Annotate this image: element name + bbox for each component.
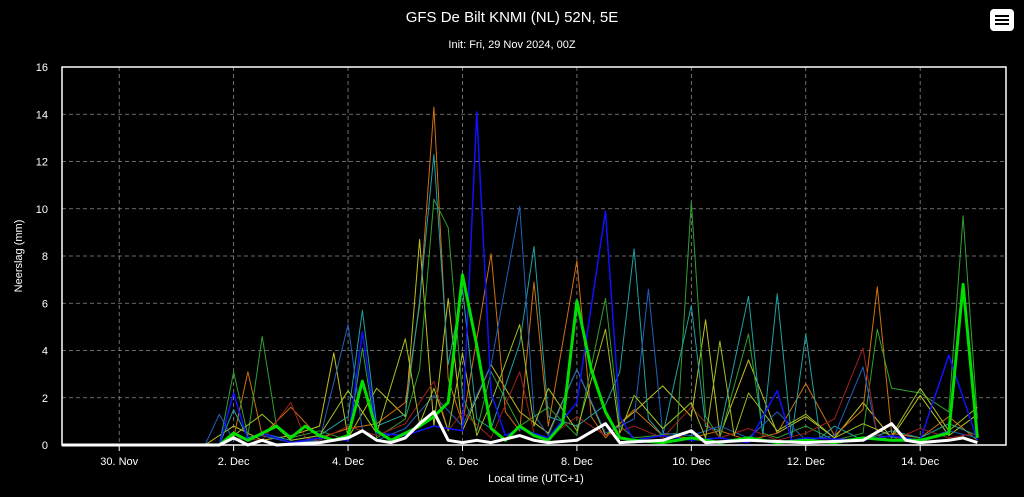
- series-line: [62, 111, 979, 446]
- y-tick-label: 14: [36, 109, 48, 121]
- grid-lines: [62, 67, 1006, 445]
- y-tick-label: 12: [36, 157, 48, 169]
- chart-title: GFS De Bilt KNMI (NL) 52N, 5E: [406, 9, 619, 26]
- series-line: [62, 205, 978, 446]
- axis-ticks: 0 2 4 6 8 10 12 14 16 30. Nov 2. Dec 4. Dec 6. Dec 8.…: [36, 62, 940, 468]
- series-layer: [62, 106, 979, 447]
- plot-border: [61, 66, 1007, 446]
- y-tick-label: 8: [42, 251, 48, 263]
- x-tick-label: 4. Dec: [332, 456, 364, 468]
- x-tick-label: 6. Dec: [447, 456, 479, 468]
- y-tick-label: 4: [42, 346, 48, 358]
- series-line: [62, 324, 978, 446]
- series-line: [62, 410, 978, 447]
- series-line: [62, 239, 978, 446]
- chart-menu-button[interactable]: [990, 9, 1014, 31]
- hamburger-menu-icon: [995, 15, 1009, 17]
- y-tick-label: 16: [36, 62, 48, 74]
- x-tick-label: 14. Dec: [901, 456, 939, 468]
- y-tick-label: 6: [42, 298, 48, 310]
- hamburger-menu-icon: [995, 19, 1009, 21]
- x-axis-label: Local time (UTC+1): [488, 473, 584, 485]
- x-tick-label: 8. Dec: [561, 456, 593, 468]
- x-tick-label: 2. Dec: [218, 456, 250, 468]
- y-tick-label: 0: [42, 440, 48, 452]
- x-tick-label: 12. Dec: [787, 456, 825, 468]
- series-line: [62, 273, 979, 447]
- y-axis-label: Neerslag (mm): [13, 220, 25, 293]
- x-tick-label: 10. Dec: [672, 456, 710, 468]
- x-tick-label: 30. Nov: [100, 456, 138, 468]
- hamburger-menu-icon: [995, 23, 1009, 25]
- y-tick-label: 2: [42, 393, 48, 405]
- y-tick-label: 10: [36, 204, 48, 216]
- series-line: [62, 153, 978, 446]
- chart-subtitle: Init: Fri, 29 Nov 2024, 00Z: [448, 39, 575, 51]
